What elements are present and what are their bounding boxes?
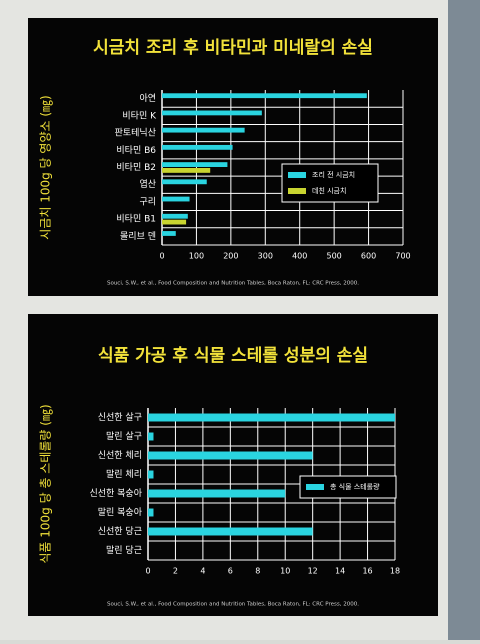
- legend-label: 조리 전 시금치: [312, 170, 355, 179]
- bar: [148, 508, 154, 517]
- bar: [148, 470, 154, 479]
- y-tick-label: 아연: [139, 93, 156, 104]
- x-tick-label: 10: [280, 567, 290, 576]
- y-tick-label: 비타민 B6: [116, 145, 156, 156]
- y-tick-label: 엽산: [139, 179, 156, 190]
- y-tick-label: 판토테닉산: [115, 128, 156, 139]
- y-axis-label: 시금치 100g 당 영양소 (㎎): [39, 95, 53, 239]
- bar: [162, 144, 233, 150]
- x-tick-label: 0: [145, 567, 150, 576]
- x-tick-label: 0: [159, 252, 164, 261]
- legend-label: 데친 시금치: [312, 186, 346, 195]
- y-tick-label: 신선한 당근: [98, 526, 142, 537]
- y-tick-label: 말린 체리: [106, 468, 142, 480]
- legend-swatch: [288, 172, 306, 178]
- legend-box: [299, 475, 397, 499]
- y-tick-label: 비타민 K: [122, 110, 157, 121]
- y-axis-label: 식품 100g 당 총 스테롤량 (㎎): [39, 404, 53, 563]
- x-tick-label: 4: [200, 567, 205, 576]
- bar: [148, 413, 395, 422]
- x-tick-label: 400: [292, 252, 307, 261]
- bar: [162, 231, 176, 236]
- x-tick-label: 200: [223, 252, 238, 261]
- x-tick-label: 6: [228, 567, 233, 576]
- x-tick-label: 18: [390, 567, 400, 576]
- source-note: Souci, S.W., et al., Food Composition an…: [107, 602, 359, 608]
- x-tick-label: 12: [308, 567, 318, 576]
- bar: [148, 489, 286, 498]
- bar: [162, 162, 228, 167]
- y-tick-label: 말린 살구: [106, 430, 142, 442]
- y-tick-label: 비타민 B1: [116, 214, 156, 225]
- bar: [162, 219, 187, 225]
- y-tick-label: 구리: [139, 196, 156, 207]
- x-tick-label: 700: [395, 252, 410, 261]
- legend-box: [281, 163, 379, 203]
- bar: [162, 168, 211, 173]
- y-tick-label: 말린 복숭아: [98, 506, 143, 518]
- bar: [162, 110, 262, 116]
- y-tick-label: 신선한 복숭아: [89, 488, 142, 499]
- legend-swatch: [306, 484, 324, 490]
- panel: [28, 18, 438, 296]
- x-tick-label: 100: [189, 252, 204, 261]
- bar: [148, 432, 154, 441]
- bar: [162, 196, 190, 202]
- x-tick-label: 16: [362, 567, 372, 576]
- bar: [162, 127, 245, 133]
- x-tick-label: 2: [173, 567, 178, 576]
- y-tick-label: 신선한 체리: [98, 450, 142, 461]
- bar: [162, 179, 207, 185]
- bar: [148, 451, 313, 460]
- bar: [148, 527, 313, 536]
- bar: [162, 213, 188, 219]
- x-tick-label: 8: [255, 567, 260, 576]
- x-tick-label: 14: [335, 567, 345, 576]
- y-tick-label: 신선한 살구: [98, 412, 142, 423]
- x-tick-label: 600: [361, 252, 376, 261]
- chart-title: 시금치 조리 후 비타민과 미네랄의 손실: [93, 37, 373, 58]
- chart-title: 식품 가공 후 식물 스테롤 성분의 손실: [98, 345, 368, 366]
- y-tick-label: 몰리브 덴: [120, 231, 156, 242]
- source-note: Souci, S.W., et al., Food Composition an…: [107, 281, 359, 287]
- legend-swatch: [288, 188, 306, 194]
- bar: [162, 93, 367, 99]
- y-tick-label: 비타민 B2: [116, 162, 156, 173]
- legend-label: 총 식물 스테롤량: [330, 482, 380, 491]
- y-tick-label: 말린 당근: [106, 544, 142, 556]
- x-tick-label: 300: [258, 252, 273, 261]
- x-tick-label: 500: [327, 252, 342, 261]
- page-edge: [448, 0, 480, 640]
